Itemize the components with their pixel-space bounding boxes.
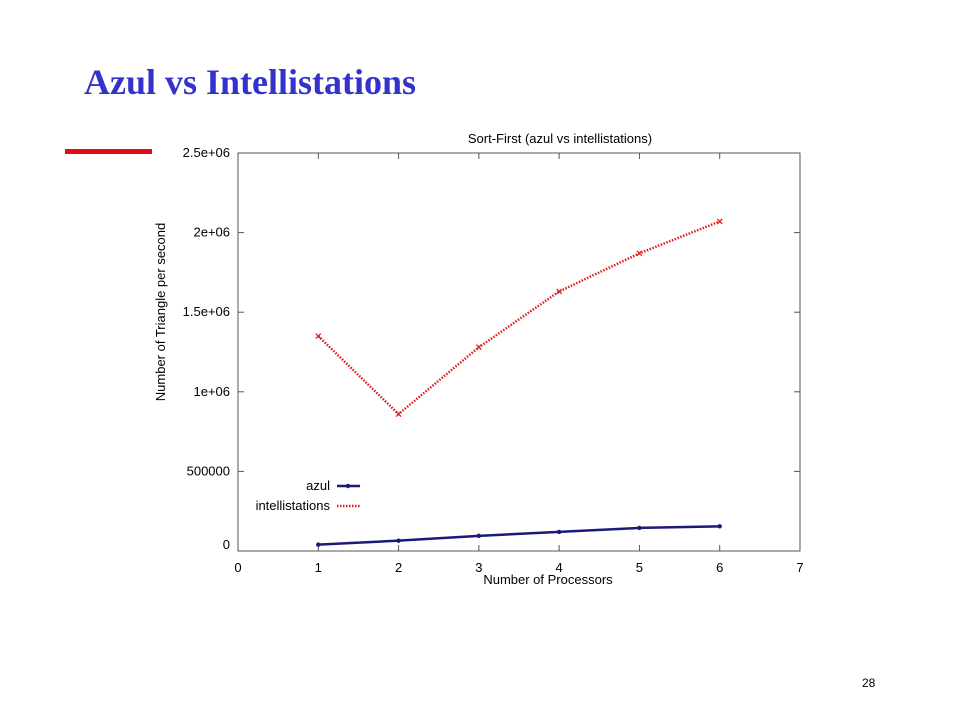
series-line-intellistations xyxy=(317,220,721,416)
legend-label-azul: azul xyxy=(306,478,330,493)
data-point-intellistations xyxy=(636,250,643,257)
accent-bar xyxy=(65,149,152,154)
data-point-azul xyxy=(717,524,722,529)
x-axis: 0 1 2 3 4 5 6 7 xyxy=(234,153,804,575)
x-tick-label: 0 xyxy=(234,560,241,575)
y-tick-label: 0 xyxy=(223,537,230,552)
x-tick-label: 4 xyxy=(556,560,563,575)
data-point-azul xyxy=(396,538,401,543)
y-axis-label: Number of Triangle per second xyxy=(153,223,168,401)
series-layer xyxy=(315,218,723,547)
data-point-intellistations xyxy=(475,344,482,351)
x-tick-label: 2 xyxy=(395,560,402,575)
x-tick-label: 6 xyxy=(716,560,723,575)
y-tick-label: 2e+06 xyxy=(193,225,230,240)
x-tick-label: 1 xyxy=(315,560,322,575)
y-tick-label: 2.5e+06 xyxy=(183,145,230,160)
slide-title: Azul vs Intellistations xyxy=(84,62,417,102)
y-tick-label: 1e+06 xyxy=(193,384,230,399)
page-number: 28 xyxy=(862,676,876,690)
data-point-intellistations xyxy=(315,333,322,340)
data-point-intellistations xyxy=(716,218,723,225)
x-tick-label: 5 xyxy=(636,560,643,575)
data-point-intellistations xyxy=(395,411,402,418)
chart-title: Sort-First (azul vs intellistations) xyxy=(468,131,652,146)
data-point-azul xyxy=(637,525,642,531)
data-point-azul xyxy=(316,542,321,547)
legend-marker-azul xyxy=(345,483,351,489)
plot-frame xyxy=(237,152,801,552)
legend: azul intellistations xyxy=(256,478,360,513)
data-point-intellistations xyxy=(556,288,563,295)
y-tick-label: 500000 xyxy=(187,463,230,478)
y-axis: 0 500000 1e+06 1.5e+06 2e+06 2.5e+06 xyxy=(183,145,800,552)
x-tick-label: 3 xyxy=(475,560,482,575)
series-line-azul xyxy=(318,525,720,546)
data-point-azul xyxy=(556,529,562,535)
legend-label-intellistations: intellistations xyxy=(256,498,331,513)
y-tick-label: 1.5e+06 xyxy=(183,304,230,319)
x-tick-label: 7 xyxy=(796,560,803,575)
data-point-azul xyxy=(476,533,482,539)
x-axis-label: Number of Processors xyxy=(483,572,613,587)
